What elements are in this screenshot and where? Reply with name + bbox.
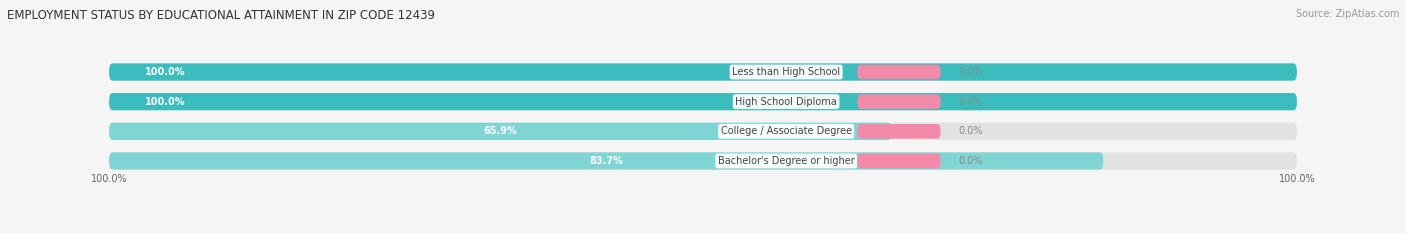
Legend: In Labor Force, Unemployed: In Labor Force, Unemployed xyxy=(607,230,799,233)
Text: 65.9%: 65.9% xyxy=(484,126,517,136)
Text: 100.0%: 100.0% xyxy=(91,174,128,184)
FancyBboxPatch shape xyxy=(110,93,1296,110)
FancyBboxPatch shape xyxy=(110,63,1296,81)
FancyBboxPatch shape xyxy=(858,154,941,168)
Text: 0.0%: 0.0% xyxy=(959,97,983,107)
Text: Bachelor's Degree or higher: Bachelor's Degree or higher xyxy=(718,156,855,166)
FancyBboxPatch shape xyxy=(110,152,1296,170)
Text: Less than High School: Less than High School xyxy=(733,67,841,77)
Text: 0.0%: 0.0% xyxy=(959,67,983,77)
FancyBboxPatch shape xyxy=(110,123,1296,140)
Text: 0.0%: 0.0% xyxy=(959,156,983,166)
Text: 0.0%: 0.0% xyxy=(959,126,983,136)
FancyBboxPatch shape xyxy=(110,63,1296,81)
Text: 100.0%: 100.0% xyxy=(145,97,186,107)
Text: College / Associate Degree: College / Associate Degree xyxy=(721,126,852,136)
Text: 100.0%: 100.0% xyxy=(145,67,186,77)
Text: 100.0%: 100.0% xyxy=(1278,174,1315,184)
FancyBboxPatch shape xyxy=(858,124,941,139)
FancyBboxPatch shape xyxy=(858,65,941,79)
Text: EMPLOYMENT STATUS BY EDUCATIONAL ATTAINMENT IN ZIP CODE 12439: EMPLOYMENT STATUS BY EDUCATIONAL ATTAINM… xyxy=(7,9,434,22)
Text: Source: ZipAtlas.com: Source: ZipAtlas.com xyxy=(1295,9,1399,19)
FancyBboxPatch shape xyxy=(110,152,1104,170)
Text: High School Diploma: High School Diploma xyxy=(735,97,837,107)
Text: 83.7%: 83.7% xyxy=(589,156,623,166)
FancyBboxPatch shape xyxy=(110,123,891,140)
FancyBboxPatch shape xyxy=(858,94,941,109)
FancyBboxPatch shape xyxy=(110,93,1296,110)
